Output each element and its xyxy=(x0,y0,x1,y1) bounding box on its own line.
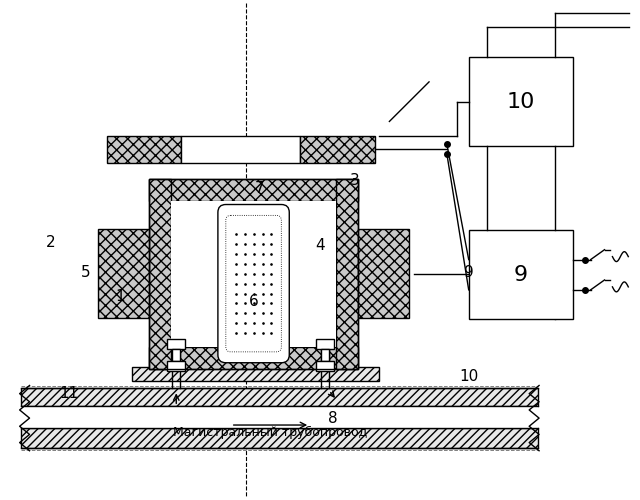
Bar xyxy=(172,200,336,347)
Bar xyxy=(316,361,334,370)
Bar xyxy=(107,136,181,163)
Text: 10: 10 xyxy=(460,368,479,384)
Bar xyxy=(132,366,380,380)
Text: 9: 9 xyxy=(464,265,474,280)
Bar xyxy=(150,179,358,201)
Text: 5: 5 xyxy=(81,265,90,280)
Bar xyxy=(20,388,538,406)
Text: 3: 3 xyxy=(350,174,360,188)
Bar xyxy=(150,179,172,368)
FancyBboxPatch shape xyxy=(218,204,289,362)
Bar xyxy=(172,349,180,361)
Text: 2: 2 xyxy=(45,235,55,250)
Text: 9: 9 xyxy=(514,264,528,284)
Bar xyxy=(98,229,150,318)
Text: 6: 6 xyxy=(248,294,259,310)
Bar xyxy=(167,339,185,349)
Bar xyxy=(468,230,573,319)
Text: 4: 4 xyxy=(315,238,325,252)
Bar xyxy=(150,347,358,368)
Bar xyxy=(321,349,329,361)
Bar xyxy=(358,229,409,318)
Bar xyxy=(20,428,538,448)
Text: 10: 10 xyxy=(506,92,535,112)
Bar xyxy=(167,361,185,370)
Bar xyxy=(316,339,334,349)
Bar xyxy=(300,136,374,163)
Text: 8: 8 xyxy=(328,410,337,426)
Bar xyxy=(468,57,573,146)
Bar xyxy=(336,179,358,368)
Bar xyxy=(150,179,358,368)
Bar xyxy=(20,406,538,428)
Text: 7: 7 xyxy=(255,180,264,196)
Text: 1: 1 xyxy=(115,290,125,304)
Text: 11: 11 xyxy=(60,386,79,401)
Bar xyxy=(181,136,300,163)
Text: Магистральный трубопровод: Магистральный трубопровод xyxy=(173,426,367,440)
